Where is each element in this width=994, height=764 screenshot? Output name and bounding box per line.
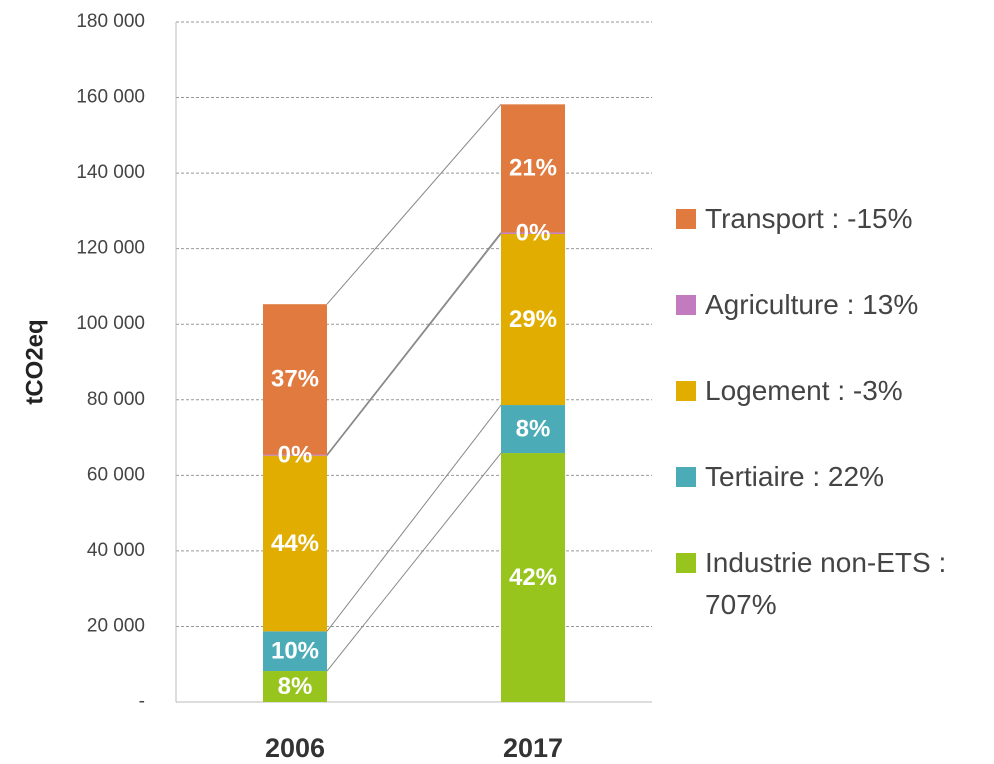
data-label: 0% [278,441,313,468]
legend-swatch [676,467,696,487]
data-label: 42% [509,564,557,591]
data-label: 0% [516,220,551,247]
y-tick-label: 80 000 [87,389,145,410]
legend-label: Logement : -3% [705,375,903,406]
legend-item: Agriculture : 13% [676,284,976,326]
y-tick-label: 100 000 [76,313,145,334]
legend-swatch [676,295,696,315]
y-tick-label: 140 000 [76,162,145,183]
legend-item: Logement : -3% [676,370,976,412]
legend-label: Agriculture : 13% [705,289,919,320]
data-label: 37% [271,366,319,393]
y-tick-label: 20 000 [87,615,145,636]
bar-segment [263,304,327,455]
data-label: 44% [271,530,319,557]
data-label: 29% [509,306,557,333]
bar-segment [501,104,565,233]
bar-segment [501,232,565,234]
legend-item: Tertiaire : 22% [676,456,976,498]
legend-swatch [676,553,696,573]
x-tick-label: 2006 [265,733,325,763]
bar-segment [501,453,565,702]
y-tick-label: 180 000 [76,11,145,32]
y-tick-label: - [139,691,145,712]
legend-label: Industrie non-ETS : 707% [705,547,947,620]
bar-segment [263,454,327,456]
legend-item: Transport : -15% [676,198,976,240]
legend-swatch [676,209,696,229]
y-axis-label: tCO2eq [21,319,48,404]
legend-label: Transport : -15% [705,203,913,234]
y-tick-label: 120 000 [76,238,145,259]
bar-segment [263,631,327,672]
connector-line [326,232,502,455]
connector-line [326,452,502,672]
connector-line [326,233,502,456]
bar-segment [263,455,327,632]
y-tick-label: 60 000 [87,464,145,485]
y-tick-label: 40 000 [87,540,145,561]
legend-label: Tertiaire : 22% [705,461,884,492]
legend-item: Industrie non-ETS : 707% [676,542,976,626]
connector-line [326,404,502,632]
bar-segment [501,233,565,406]
bar-segment [263,671,327,702]
data-label: 21% [509,155,557,182]
data-label: 8% [516,415,551,442]
connector-line [326,104,502,305]
data-label: 8% [278,673,313,700]
y-tick-label: 160 000 [76,87,145,108]
data-label: 10% [271,638,319,665]
legend-swatch [676,381,696,401]
bar-segment [501,405,565,454]
x-tick-label: 2017 [503,733,563,763]
